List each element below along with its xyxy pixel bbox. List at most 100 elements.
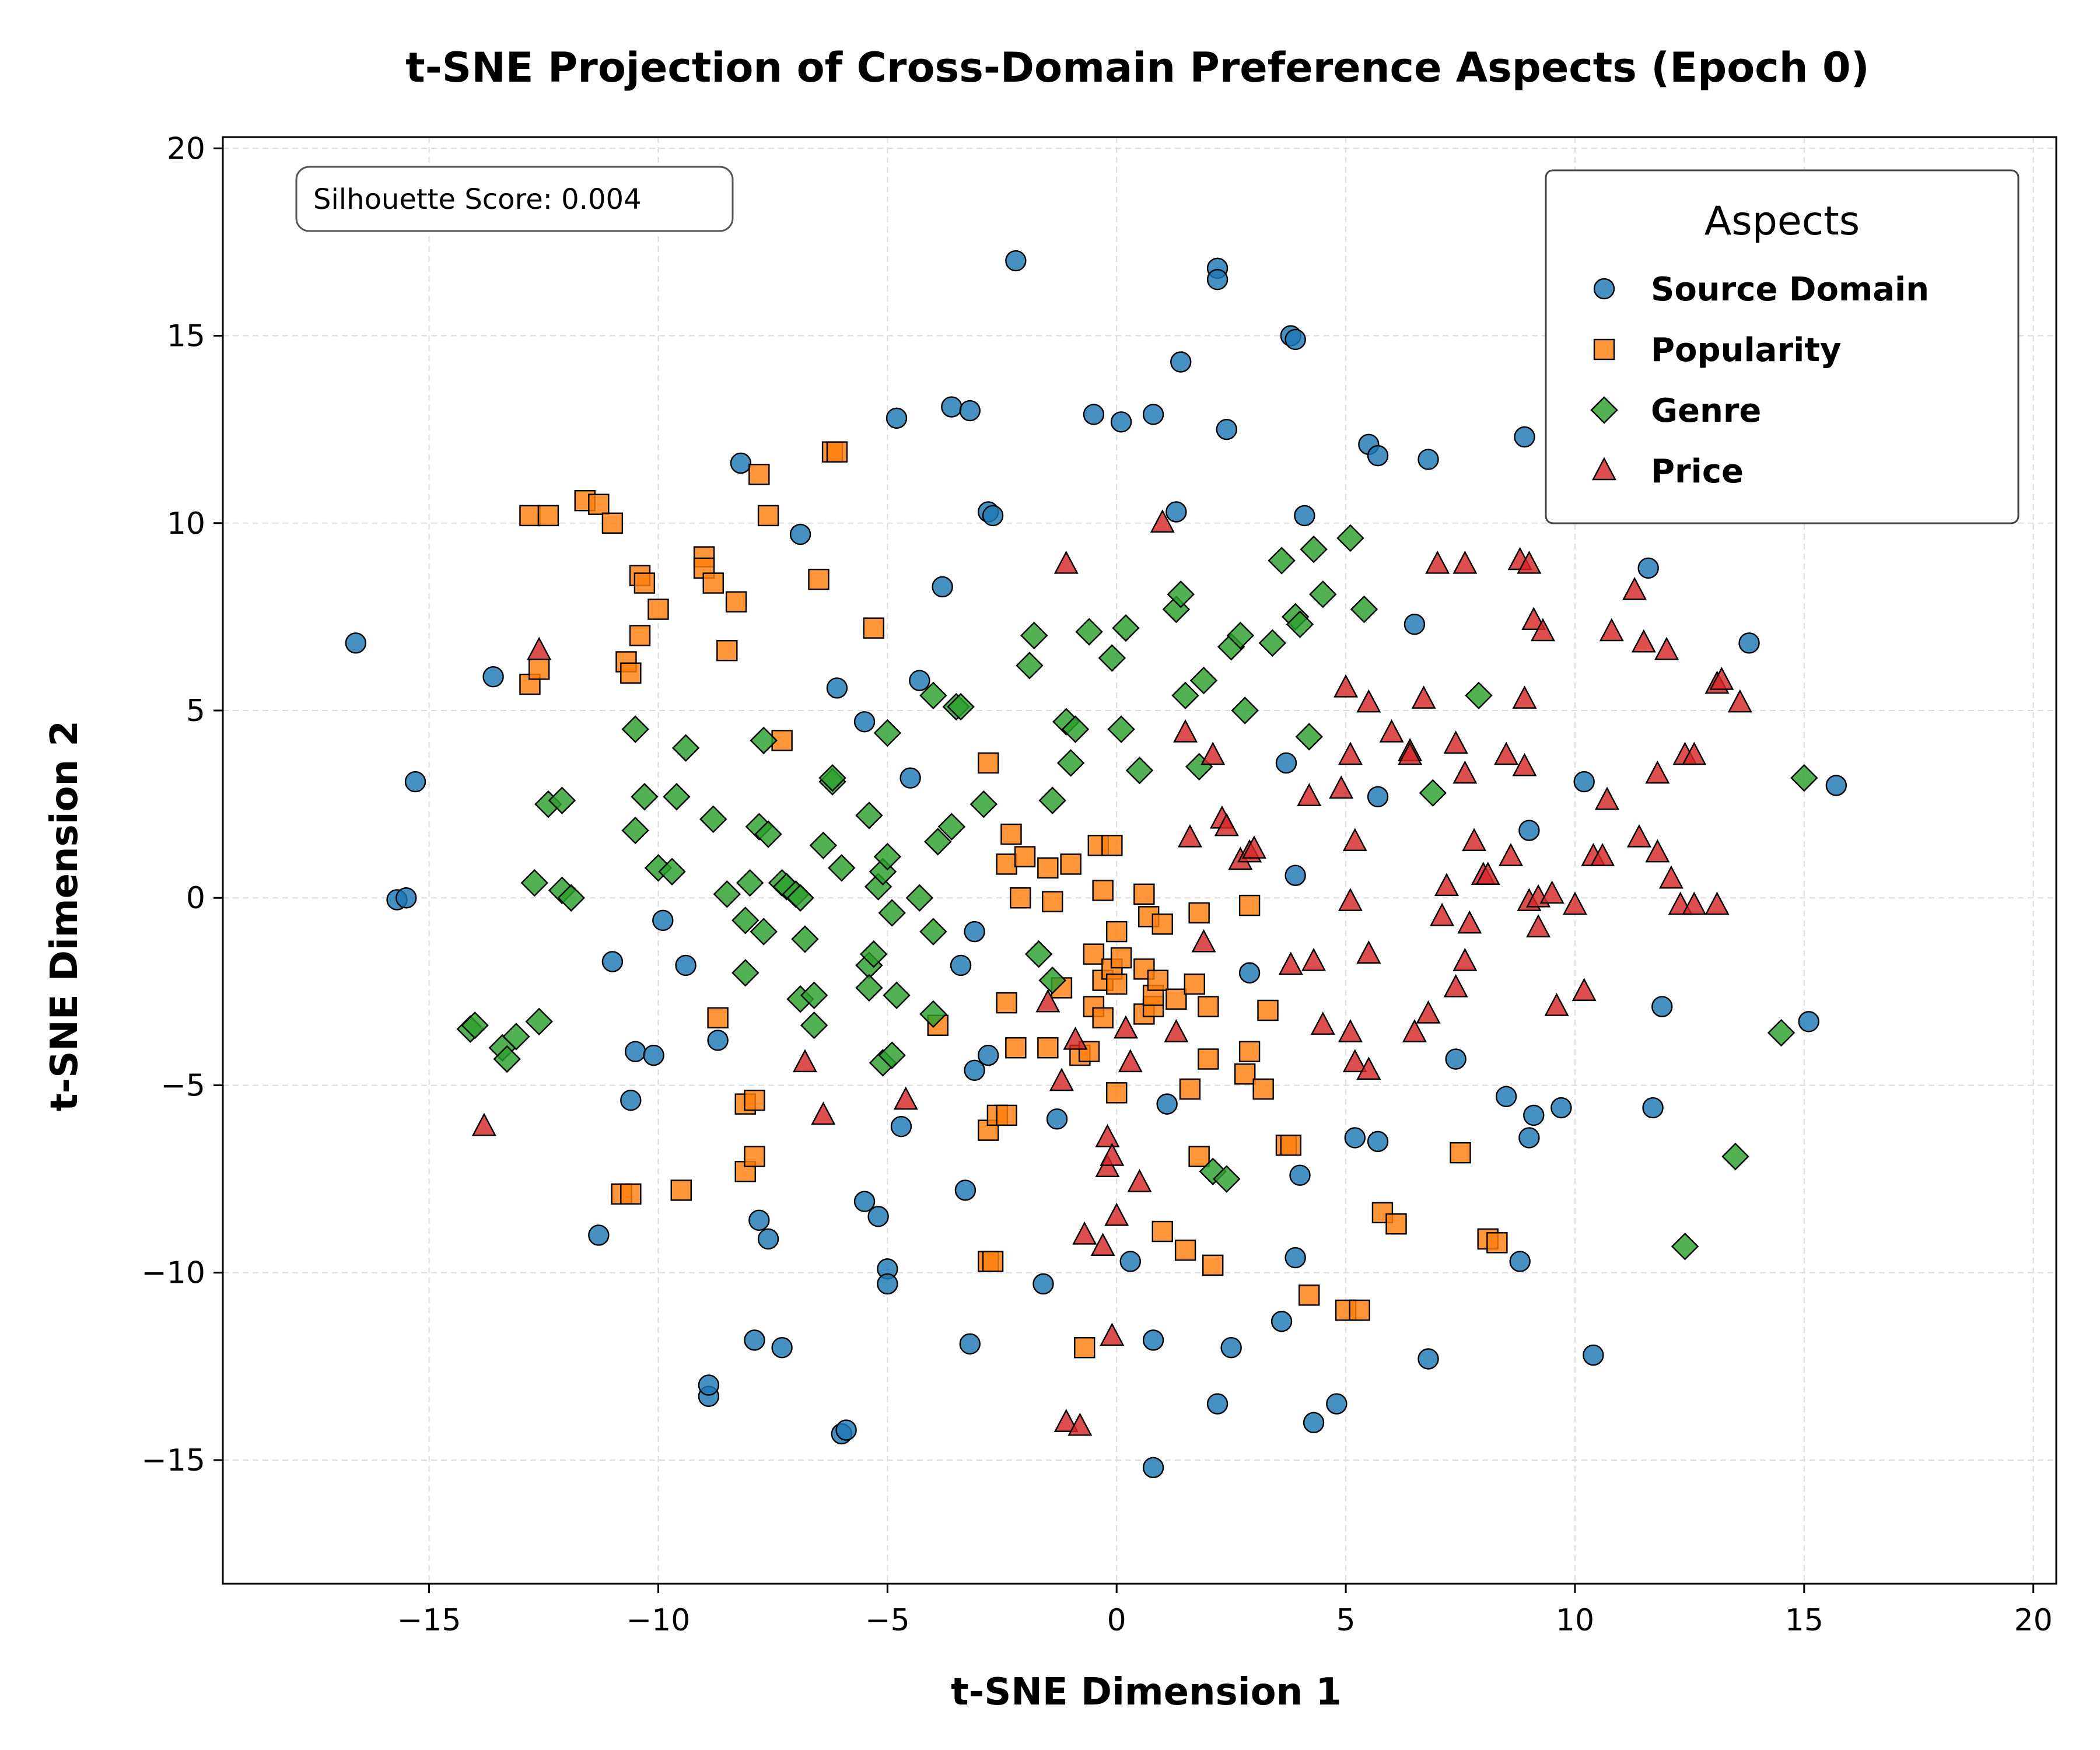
y-axis-label: t-SNE Dimension 2: [43, 720, 86, 1111]
series-price: [471, 509, 1752, 1436]
legend-label: Source Domain: [1651, 271, 1929, 309]
data-point: [1198, 996, 1219, 1017]
data-point: [878, 899, 906, 927]
data-point: [557, 884, 585, 912]
data-point: [924, 828, 952, 856]
data-point: [853, 1191, 876, 1212]
data-point: [1202, 1254, 1224, 1276]
data-point: [1280, 1135, 1301, 1156]
data-point: [1295, 723, 1323, 751]
data-point: [1005, 250, 1027, 272]
data-point: [1005, 1037, 1027, 1059]
data-point: [1518, 1127, 1540, 1149]
data-point: [1298, 1284, 1320, 1306]
data-point: [1275, 752, 1297, 774]
data-point: [1056, 749, 1085, 777]
data-point: [978, 752, 999, 774]
data-point: [964, 921, 985, 943]
data-point: [941, 396, 963, 418]
legend-box: [1545, 169, 2020, 524]
data-point: [1142, 1329, 1164, 1351]
data-point: [1590, 843, 1615, 866]
data-point: [502, 1023, 530, 1051]
data-point: [1767, 1019, 1796, 1047]
data-point: [826, 677, 848, 699]
data-point: [1054, 550, 1079, 574]
data-point: [634, 572, 656, 594]
data-point: [1418, 1348, 1439, 1370]
data-point: [1270, 1311, 1293, 1332]
data-point: [1075, 618, 1103, 646]
data-point: [1342, 828, 1367, 852]
data-point: [631, 783, 659, 811]
data-point: [826, 441, 848, 463]
data-point: [1106, 973, 1128, 995]
chart-title: t-SNE Projection of Cross-Domain Prefere…: [405, 44, 1869, 92]
data-point: [1637, 557, 1659, 579]
data-point: [1790, 764, 1818, 792]
data-point: [648, 598, 669, 620]
data-point: [757, 505, 779, 527]
data-point: [1046, 1108, 1068, 1130]
data-point: [996, 1104, 1017, 1126]
data-point: [1150, 509, 1175, 533]
data-point: [675, 954, 696, 977]
data-point: [537, 505, 559, 527]
data-point: [1562, 891, 1587, 915]
data-point: [671, 734, 700, 762]
data-point: [883, 981, 911, 1009]
data-point: [1356, 1056, 1381, 1080]
data-point: [1112, 614, 1140, 642]
data-point: [461, 1011, 489, 1040]
annotation-box: [295, 166, 734, 232]
data-point: [698, 1374, 720, 1396]
data-point: [996, 853, 1017, 875]
data-point: [937, 813, 966, 841]
data-point: [1379, 719, 1404, 743]
x-tick-label: 15: [1785, 1603, 1824, 1638]
data-point: [863, 617, 884, 639]
series-genre: [456, 524, 1818, 1261]
y-tick-label: 10: [167, 506, 205, 541]
data-point: [1334, 674, 1359, 698]
annotation-text: Silhouette Score: 0.004: [313, 183, 642, 216]
data-point: [1798, 1011, 1819, 1032]
data-point: [1107, 715, 1135, 743]
data-point: [919, 1000, 947, 1028]
data-point: [629, 625, 651, 646]
data-point: [1583, 1344, 1604, 1366]
data-point: [754, 820, 782, 848]
data-point: [873, 842, 902, 871]
data-point: [1418, 449, 1439, 470]
data-point: [652, 909, 674, 931]
data-point: [1642, 1097, 1664, 1119]
data-point: [1083, 943, 1105, 965]
data-point: [748, 464, 770, 485]
data-point: [792, 1049, 817, 1073]
data-point: [1042, 891, 1063, 912]
data-point: [1147, 970, 1169, 991]
data-point: [1032, 1273, 1054, 1295]
data-point: [1167, 580, 1195, 608]
data-point: [1825, 775, 1847, 796]
data-point: [1284, 864, 1306, 886]
data-point: [713, 880, 741, 908]
data-point: [1631, 629, 1656, 653]
data-point: [1106, 1082, 1128, 1104]
data-point: [1257, 999, 1279, 1021]
data-point: [620, 662, 642, 684]
data-point: [744, 1329, 765, 1351]
data-point: [954, 1180, 977, 1201]
data-point: [1252, 1078, 1274, 1100]
data-point: [1289, 1164, 1311, 1186]
data-point: [1035, 989, 1060, 1013]
data-point: [959, 400, 981, 422]
data-point: [1523, 1104, 1545, 1126]
data-point: [716, 640, 738, 662]
data-point: [1049, 1068, 1074, 1091]
data-point: [1367, 1130, 1389, 1153]
data-point: [1526, 914, 1551, 937]
data-point: [699, 805, 727, 834]
data-point: [620, 1089, 642, 1111]
data-point: [1310, 1012, 1335, 1035]
